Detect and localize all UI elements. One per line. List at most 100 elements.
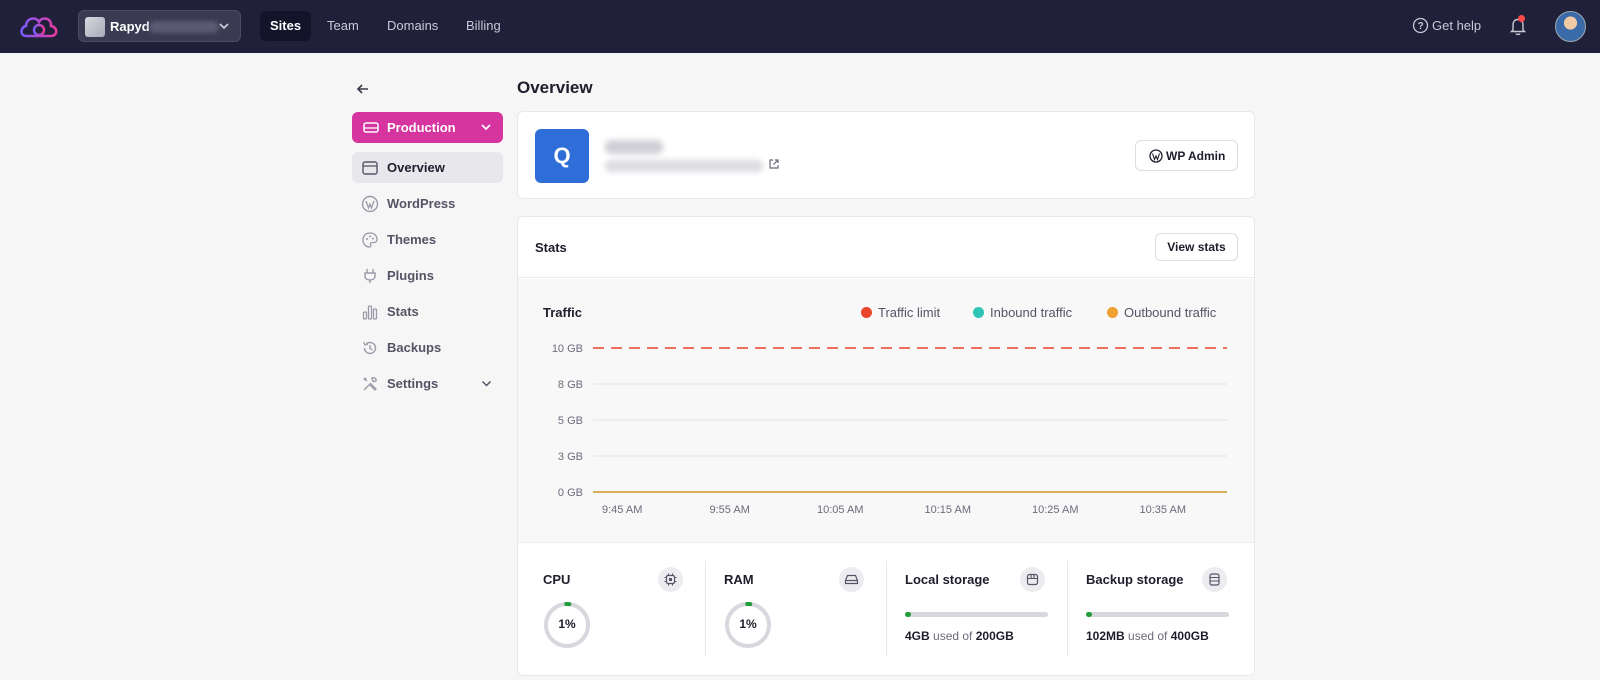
browser-icon [362,161,378,175]
server-icon [363,122,379,133]
resource-metrics: CPU 1% RAM 1% Local storage 4GB used of [518,545,1254,675]
external-link-icon[interactable] [768,158,780,170]
ram-value: 1% [739,617,757,631]
local-storage-total: 200GB [975,629,1014,643]
traffic-chart: Traffic Traffic limit Inbound traffic Ou… [518,279,1254,543]
ram-icon-wrap [839,567,864,592]
sidebar-item-backups[interactable]: Backups [352,332,503,363]
tools-icon [363,376,377,391]
sidebar-item-themes[interactable]: Themes [352,224,503,255]
cpu-usage-ring [544,602,590,648]
y-tick-label: 5 GB [558,415,583,427]
app-logo-icon[interactable] [18,12,60,40]
x-tick-label: 10:25 AM [1032,504,1078,516]
backup-storage-bar [1086,612,1229,617]
legend-item-inbound: Inbound traffic [973,305,1072,320]
cpu-chip-icon [664,573,677,586]
cpu-value: 1% [558,617,576,631]
y-tick-label: 8 GB [558,379,583,391]
sidebar-item-label: Settings [387,376,439,391]
usage-connector: used of [1128,629,1168,643]
workspace-selector[interactable]: Rapyd [78,10,241,42]
y-tick-label: 3 GB [558,451,583,463]
get-help-link[interactable]: Get help [1432,18,1482,33]
nav-sites[interactable]: Sites [260,11,312,41]
wp-admin-label: WP Admin [1166,149,1226,163]
view-stats-button[interactable]: View stats [1155,233,1238,261]
legend-label: Traffic limit [878,305,941,320]
nav-domains[interactable]: Domains [387,18,439,33]
local-storage-icon-wrap [1020,567,1045,592]
legend-item-traffic-limit: Traffic limit [861,305,940,320]
sidebar-item-label: WordPress [387,196,456,211]
local-storage-label: Local storage [905,572,990,587]
sidebar-item-label: Themes [387,232,437,247]
palette-icon [362,232,378,248]
environment-label: Production [387,120,456,135]
site-name-redacted [605,140,663,154]
x-tick-label: 10:35 AM [1140,504,1186,516]
ram-usage-ring [725,602,771,648]
ram-label: RAM [724,572,754,587]
sidebar-item-stats[interactable]: Stats [352,296,503,327]
help-circle-icon[interactable]: ? [1412,17,1429,34]
local-storage-bar [905,612,1048,617]
stats-card: Stats View stats Traffic Traffic limit I… [517,216,1255,676]
ring-fill [544,602,590,648]
sidebar-item-overview[interactable]: Overview [352,152,503,183]
storage-box-icon [1026,573,1039,586]
x-tick-label: 10:15 AM [925,504,971,516]
local-storage-metric: Local storage 4GB used of 200GB [880,545,1061,675]
sidebar-item-label: Plugins [387,268,434,283]
environment-selector[interactable]: Production [352,112,503,143]
backup-storage-icon-wrap [1202,567,1227,592]
nav-billing[interactable]: Billing [466,18,501,33]
legend-label: Inbound traffic [990,305,1073,320]
site-card: Q WP Admin [517,111,1255,199]
legend-dot [973,307,984,318]
cpu-icon-wrap [658,567,683,592]
workspace-name: Rapyd [110,19,150,34]
wordpress-icon [361,195,379,213]
site-logo: Q [535,129,589,183]
cpu-label: CPU [543,572,571,587]
x-tick-label: 9:55 AM [710,504,750,516]
bar-chart-icon [362,305,378,320]
back-arrow-icon[interactable] [354,80,372,98]
ram-metric: RAM 1% [699,545,880,675]
legend-label: Outbound traffic [1124,305,1217,320]
backup-storage-metric: Backup storage 102MB used of 400GB [1061,545,1254,675]
backup-storage-bar-fill [1086,612,1092,617]
backup-storage-used: 102MB [1086,629,1125,643]
metric-divider [886,561,887,657]
backup-storage-label: Backup storage [1086,572,1184,587]
plug-icon [364,269,376,283]
y-tick-label: 0 GB [558,487,583,499]
sidebar-item-settings[interactable]: Settings [352,368,503,399]
backup-storage-total: 400GB [1170,629,1209,643]
workspace-name-redacted [149,21,219,33]
local-storage-usage: 4GB used of 200GB [905,629,1014,643]
workspace-avatar [85,17,105,37]
x-tick-label: 9:45 AM [602,504,642,516]
hard-drive-icon [844,574,859,585]
nav-team[interactable]: Team [327,18,359,33]
y-tick-label: 10 GB [552,343,583,355]
backup-storage-usage: 102MB used of 400GB [1086,629,1209,643]
stats-header: Stats View stats [518,217,1254,278]
page-title: Overview [517,78,593,97]
sidebar-item-label: Stats [387,304,419,319]
x-tick-label: 10:05 AM [817,504,863,516]
sidebar-item-label: Backups [387,340,442,355]
sidebar-item-plugins[interactable]: Plugins [352,260,503,291]
metric-divider [1067,561,1068,657]
cpu-metric: CPU 1% [518,545,699,675]
site-url-redacted[interactable] [605,160,763,172]
history-icon [362,341,377,355]
chevron-down-icon [481,124,491,131]
user-avatar[interactable] [1555,11,1586,42]
wp-admin-button[interactable]: WP Admin [1135,140,1238,171]
traffic-chart-plot: 0 GB 3 GB 5 GB 8 GB 10 GB 9:45 AM 9:55 AM 10:05… [552,343,1227,516]
legend-item-outbound: Outbound traffic [1107,305,1216,320]
sidebar-item-wordpress[interactable]: WordPress [352,188,503,219]
